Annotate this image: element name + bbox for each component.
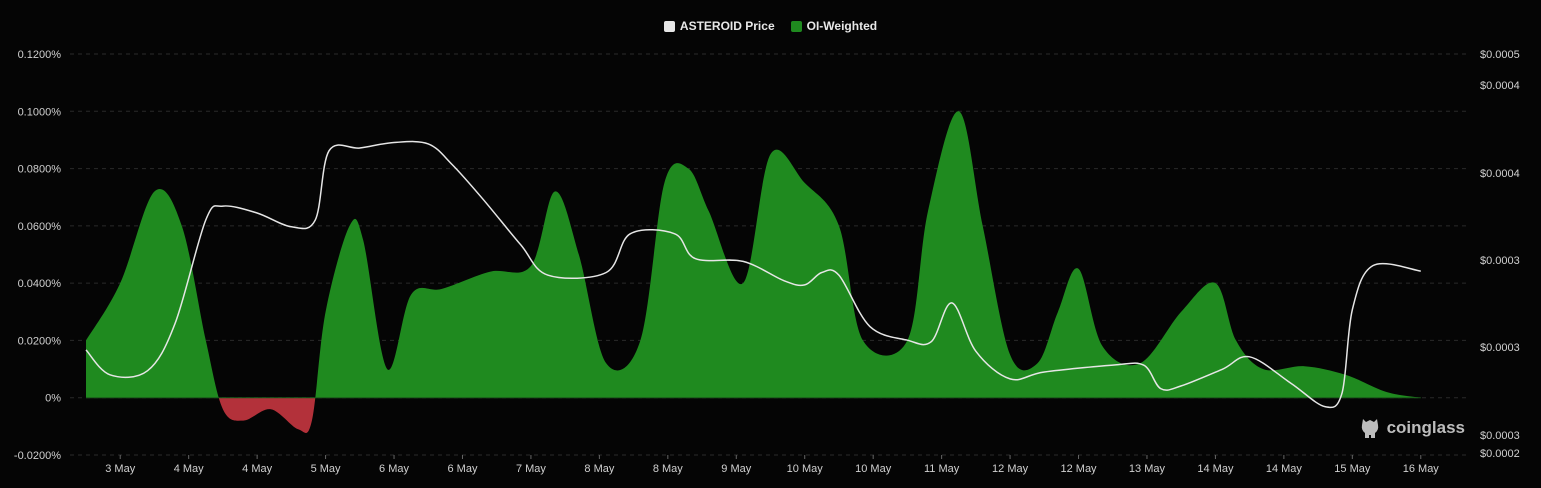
left-tick-label: 0.0800% <box>18 164 62 176</box>
x-tick-label: 16 May <box>1403 463 1440 475</box>
legend-swatch-funding <box>790 20 802 32</box>
x-tick-label: 4 May <box>242 463 272 475</box>
x-tick-label: 10 May <box>787 463 824 475</box>
left-axis: 0.1200% 0.1000% 0.0800% 0.0600% 0.0400% 0.020… <box>14 49 61 462</box>
coinglass-logo-icon <box>1361 419 1378 438</box>
right-tick-label: $0.0004 <box>1480 168 1520 180</box>
left-tick-label: 0.0200% <box>18 335 62 347</box>
x-tick-label: 14 May <box>1197 463 1234 475</box>
watermark: coinglass <box>1359 416 1465 440</box>
x-tick-label: 4 May <box>174 463 204 475</box>
right-tick-label: $0.0003 <box>1480 255 1520 267</box>
oi-weighted-negative-area <box>218 397 316 433</box>
right-tick-label: $0.0003 <box>1480 430 1520 442</box>
oi-weighted-positive-area <box>86 111 1421 398</box>
x-tick-label: 7 May <box>516 463 546 475</box>
x-tick-label: 9 May <box>721 463 751 475</box>
watermark-text: coinglass <box>1386 418 1465 437</box>
legend-swatch-price <box>663 20 675 32</box>
right-axis: $0.0005 $0.0004 $0.0004 $0.0003 $0.0003 $0.00… <box>1480 49 1520 460</box>
legend-label-price: ASTEROID Price <box>679 19 775 33</box>
left-tick-label: 0.0600% <box>18 221 62 233</box>
x-tick-label: 11 May <box>924 463 960 475</box>
x-tick-label: 6 May <box>379 463 409 475</box>
x-tick-label: 15 May <box>1334 463 1371 475</box>
legend: ASTEROID Price OI-Weighted <box>0 19 1541 33</box>
right-tick-label: $0.0005 <box>1480 49 1520 61</box>
legend-label-funding: OI-Weighted <box>806 19 878 33</box>
x-tick-label: 8 May <box>584 463 614 475</box>
x-tick-label: 12 May <box>1060 463 1097 475</box>
price-line <box>85 140 1421 409</box>
x-tick-label: 12 May <box>992 463 1029 475</box>
right-tick-label: $0.0002 <box>1480 448 1520 460</box>
x-tick-label: 13 May <box>1129 463 1166 475</box>
left-tick-label: -0.0200% <box>14 450 61 462</box>
left-tick-label: 0.1000% <box>18 106 62 118</box>
legend-item-funding[interactable]: OI-Weighted <box>790 19 878 33</box>
legend-item-price[interactable]: ASTEROID Price <box>663 19 775 33</box>
x-tick-label: 5 May <box>311 463 341 475</box>
x-tick-label: 14 May <box>1266 463 1303 475</box>
left-tick-label: 0.0400% <box>18 278 62 290</box>
x-tick-label: 6 May <box>447 463 477 475</box>
left-tick-label: 0% <box>45 393 61 405</box>
right-tick-label: $0.0004 <box>1480 80 1520 92</box>
x-tick-label: 3 May <box>105 463 135 475</box>
x-axis: 3 May 4 May 4 May 5 May 6 May 6 May 7 May 8 May… <box>105 455 1439 475</box>
left-tick-label: 0.1200% <box>18 49 62 61</box>
right-tick-label: $0.0003 <box>1480 342 1520 354</box>
asteroid-price-line <box>85 140 1421 409</box>
x-tick-label: 8 May <box>653 463 683 475</box>
x-tick-label: 10 May <box>855 463 892 475</box>
oi-weighted-area <box>86 111 1421 433</box>
